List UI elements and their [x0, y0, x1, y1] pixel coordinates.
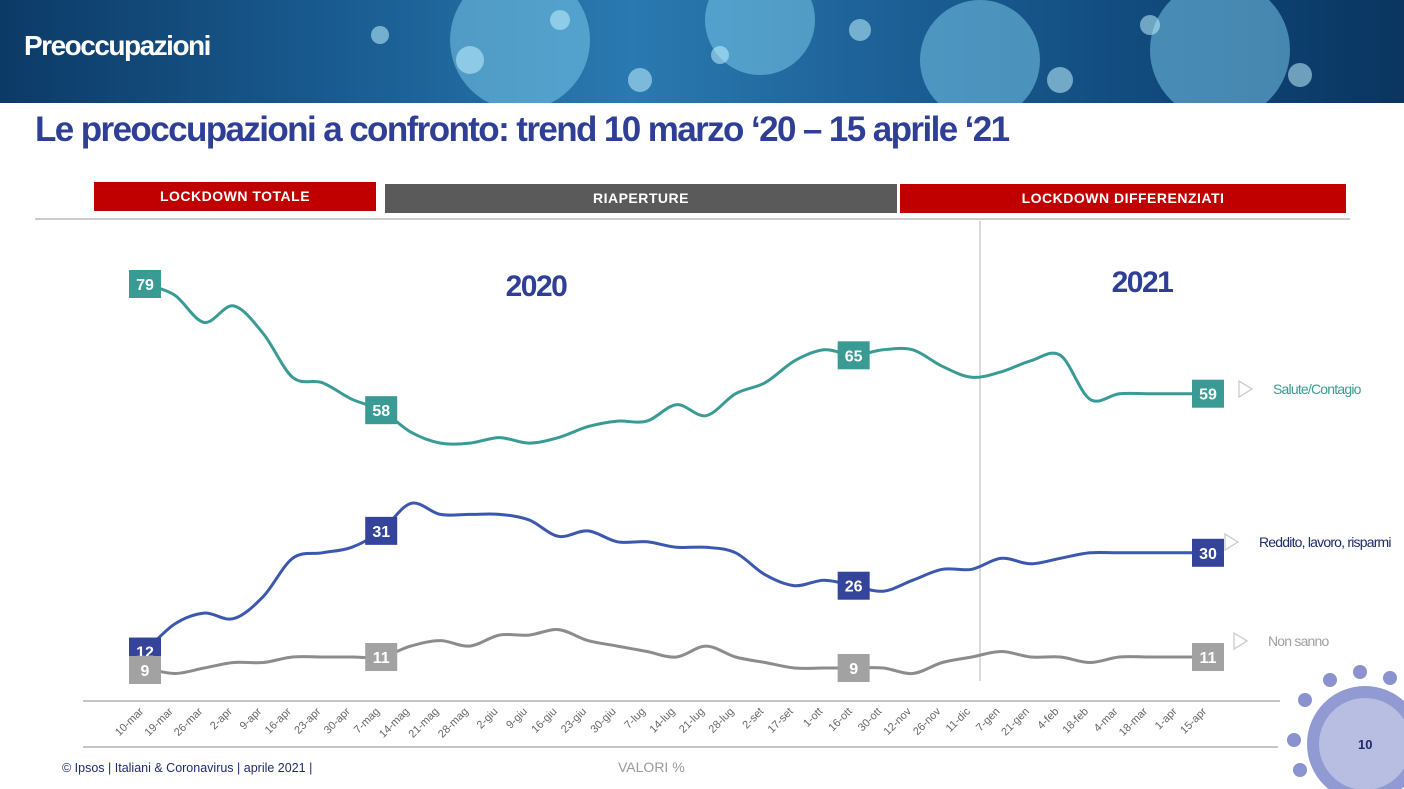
x-tick-label: 30-ott [856, 706, 884, 734]
x-tick-label: 11-dic [944, 705, 973, 734]
data-label-text: 9 [141, 663, 150, 680]
x-tick-label: 2-apr [208, 705, 235, 732]
x-tick-label: 9-apr [238, 705, 265, 732]
phase-riaperture: RIAPERTURE [385, 184, 897, 213]
corner-virus-icon [1287, 665, 1404, 789]
data-label-text: 31 [372, 524, 390, 541]
x-tick-label: 16-apr [263, 705, 294, 736]
data-label-box [365, 643, 398, 672]
x-tick-label: 23-apr [292, 705, 323, 736]
x-tick-label: 30-giu [588, 706, 618, 736]
x-tick-label: 30-apr [322, 705, 353, 736]
x-tick-label: 18-mar [1117, 705, 1150, 738]
data-label-text: 30 [1199, 546, 1217, 563]
x-tick-label: 4-feb [1035, 706, 1061, 732]
x-tick-label: 12-nov [882, 705, 915, 738]
x-tick-label: 7-lug [622, 706, 648, 732]
data-label-reddito-lavoro-risparmi-7-mag: 31 [365, 516, 398, 545]
data-label-box [129, 656, 161, 684]
data-label-text: 58 [372, 403, 390, 420]
data-label-reddito-lavoro-risparmi-16-ott: 26 [837, 571, 870, 600]
data-label-box [837, 571, 870, 600]
legend-label-reddito-lavoro-risparmi: Reddito, lavoro, risparmi [1259, 534, 1391, 550]
data-label-non-sanno-10-mar: 9 [129, 656, 161, 684]
x-tick-label: 1-ott [801, 706, 825, 730]
page-title: Le preoccupazioni a confronto: trend 10 … [35, 110, 1010, 149]
data-label-text: 79 [136, 277, 154, 294]
virus-background-image [371, 0, 1312, 103]
x-tick-label: 26-nov [911, 705, 944, 738]
x-tick-label: 14-lug [648, 706, 678, 736]
x-tick-label: 2-set [740, 706, 766, 732]
data-label-salute-contagio-15-apr: 59 [1192, 379, 1224, 408]
legend-label-non-sanno: Non sanno [1268, 633, 1330, 649]
data-label-box [1192, 538, 1224, 567]
footer-credit: © Ipsos | Italiani & Coronavirus | april… [62, 761, 313, 775]
x-tick-label: 19-mar [143, 705, 176, 738]
data-label-box [365, 396, 398, 425]
header-title: Preoccupazioni [24, 30, 211, 61]
x-tick-label: 16-ott [826, 706, 854, 734]
data-label-box [129, 270, 161, 298]
data-label-non-sanno-15-apr: 11 [1192, 643, 1224, 672]
legend-marker-icon [1224, 532, 1240, 552]
data-label-text: 65 [845, 348, 863, 365]
legend-label-salute-contagio: Salute/Contagio [1273, 381, 1362, 397]
x-tick-label: 14-mag [377, 706, 412, 741]
data-label-box [365, 516, 398, 545]
data-label-text: 59 [1199, 387, 1217, 404]
header-banner: Preoccupazioni [0, 0, 1404, 103]
x-tick-label: 1-apr [1153, 705, 1180, 732]
x-tick-label: 28-mag [436, 706, 471, 741]
data-label-non-sanno-7-mag: 11 [365, 643, 398, 672]
phase-lockdown-differenziati: LOCKDOWN DIFFERENZIATI [900, 184, 1346, 213]
data-label-text: 26 [845, 579, 863, 596]
data-label-salute-contagio-7-mag: 58 [365, 396, 398, 425]
x-tick-label: 10-mar [113, 705, 146, 738]
phase-lockdown-totale: LOCKDOWN TOTALE [94, 182, 376, 211]
page-number: 10 [1358, 737, 1373, 752]
data-label-salute-contagio-16-ott: 65 [837, 341, 870, 370]
x-tick-label: 21-lug [677, 706, 707, 736]
x-tick-label: 16-giu [529, 706, 559, 736]
data-label-box [837, 341, 870, 370]
x-tick-label: 23-giu [559, 706, 589, 736]
x-tick-label: 26-mar [172, 705, 205, 738]
data-label-text: 11 [373, 650, 390, 667]
data-label-non-sanno-16-ott: 9 [837, 654, 870, 682]
series-line-non-sanno [144, 628, 1208, 676]
data-label-text: 11 [1200, 650, 1217, 667]
year-label-2020: 2020 [506, 270, 568, 303]
data-label-box [1192, 379, 1224, 408]
data-label-box [837, 654, 870, 682]
x-tick-label: 18-feb [1060, 706, 1091, 737]
data-label-box [1192, 643, 1224, 672]
legend-marker-icon [1238, 379, 1254, 399]
x-tick-label: 9-giu [504, 706, 530, 732]
data-label-text: 9 [849, 661, 858, 678]
x-tick-label: 2-giu [475, 706, 501, 732]
data-label-reddito-lavoro-risparmi-15-apr: 30 [1192, 538, 1224, 567]
year-label-2021: 2021 [1112, 266, 1174, 299]
x-tick-label: 21-gen [999, 706, 1032, 739]
x-tick-label: 17-set [766, 706, 796, 736]
values-unit-label: VALORI % [618, 759, 685, 775]
legend-marker-icon [1233, 631, 1249, 651]
x-tick-label: 15-apr [1178, 705, 1209, 736]
series-line-salute-contagio [144, 282, 1208, 446]
data-label-salute-contagio-10-mar: 79 [129, 270, 161, 298]
x-tick-label: 28-lug [707, 706, 737, 736]
series-line-reddito-lavoro-risparmi [143, 501, 1208, 653]
x-tick-label: 21-mag [407, 706, 442, 741]
